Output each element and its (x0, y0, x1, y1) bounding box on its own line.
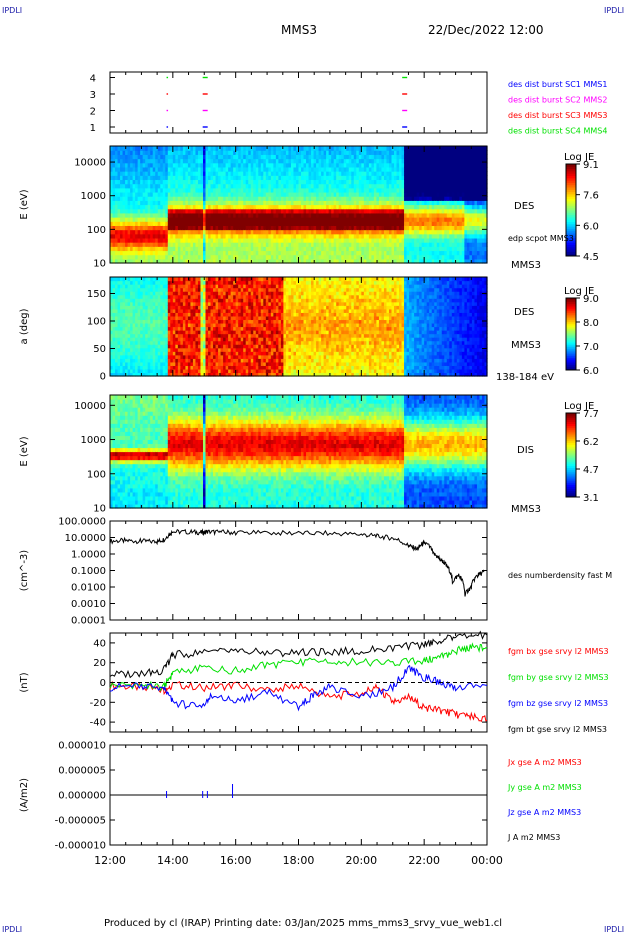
des-energy-y-tick-label: 1000 (81, 191, 106, 202)
burst-legend-entry: des dist burst SC2 MMS2 (508, 96, 607, 105)
des-energy-right-label: edp scpot MMS3 (508, 234, 574, 243)
multi-panel-figure: 4 3 2 1 des dist burst SC1 MMS1 des dist burs… (0, 0, 630, 934)
burst-legend-entry: des dist burst SC1 MMS1 (508, 80, 607, 89)
des-energy-colorbar-tick-label: 7.6 (583, 191, 599, 202)
burst-y-tick-label: 1 (90, 123, 96, 134)
burst-mark (402, 77, 407, 78)
des-energy-colorbar-tick-label: 6.0 (583, 221, 599, 232)
burst-mark (402, 126, 407, 127)
burst-mark (167, 77, 169, 78)
burst-legend-entry: des dist burst SC3 MMS3 (508, 111, 607, 120)
burst-mark (167, 126, 169, 127)
des-energy-right-label: MMS3 (511, 260, 541, 271)
burst-y-tick-label: 4 (90, 74, 96, 85)
des-energy-colorbar-tick-label: 4.5 (583, 252, 599, 263)
burst-panel-frame (110, 72, 487, 133)
des-energy-y-tick-label: 10 (93, 259, 106, 270)
burst-mark (203, 126, 208, 127)
burst-mark (402, 110, 407, 111)
des-pitch-heatmap (110, 277, 488, 377)
des-energy-y-tick-label: 100 (87, 225, 106, 236)
burst-mark (203, 110, 208, 111)
des-energy-colorbar-tick-label: 9.1 (583, 160, 599, 171)
burst-legend-entry: des dist burst SC4 MMS4 (508, 127, 607, 136)
burst-y-tick-label: 3 (90, 90, 96, 101)
des-energy-heatmap (110, 146, 488, 264)
burst-mark (402, 93, 407, 94)
burst-mark (203, 93, 208, 94)
burst-mark (203, 77, 208, 78)
des-energy-right-label: DES (514, 201, 534, 212)
burst-mark (167, 110, 169, 111)
des-energy-y-label: E (eV) (19, 189, 30, 219)
des-energy-y-tick-label: 10000 (74, 158, 106, 169)
burst-y-tick-label: 2 (90, 107, 96, 118)
burst-mark (167, 93, 169, 94)
